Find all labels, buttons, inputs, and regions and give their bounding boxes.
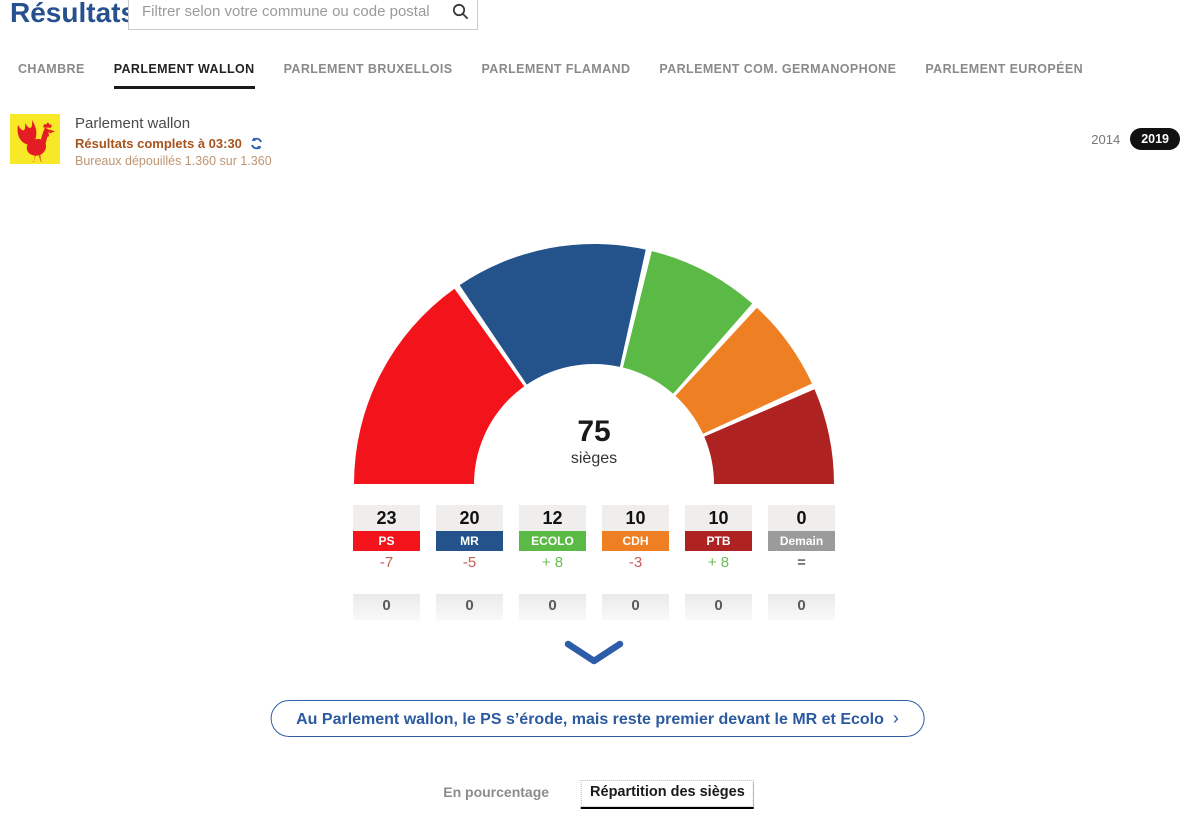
party-label: MR	[436, 531, 503, 551]
page-title: Résultats	[10, 0, 137, 28]
year-2019-button[interactable]: 2019	[1130, 128, 1180, 150]
tab-parlement-bruxellois[interactable]: PARLEMENT BRUXELLOIS	[283, 62, 453, 76]
party-card-ptb[interactable]: 10 PTB + 8	[685, 505, 752, 571]
party-seats: 0	[768, 505, 835, 531]
seats-donut-chart: 75 sièges	[353, 243, 835, 485]
party-card-ps[interactable]: 23 PS -7	[353, 505, 420, 571]
tab-en-pourcentage[interactable]: En pourcentage	[443, 784, 550, 800]
tab-repartition-des-sieges[interactable]: Répartition des sièges	[581, 780, 754, 807]
party-delta: -5	[462, 554, 477, 571]
tab-parlement-flamand[interactable]: PARLEMENT FLAMAND	[481, 62, 631, 76]
results-status: Résultats complets à 03:30	[75, 136, 272, 151]
seats-donut-svg	[354, 243, 834, 484]
secondary-seat-cell: 0	[436, 594, 503, 620]
tab-parlement-wallon[interactable]: PARLEMENT WALLON	[113, 62, 255, 89]
donut-segment-mr[interactable]	[459, 243, 646, 385]
refresh-icon[interactable]	[250, 137, 263, 150]
party-card-demain[interactable]: 0 Demain =	[768, 505, 835, 571]
party-seats: 12	[519, 505, 586, 531]
walloon-rooster-logo	[10, 114, 60, 164]
party-seats: 23	[353, 505, 420, 531]
donut-segment-cdh[interactable]	[675, 307, 812, 434]
region-name: Parlement wallon	[75, 115, 191, 132]
search-input[interactable]	[129, 3, 443, 20]
headline-text: Au Parlement wallon, le PS s’érode, mais…	[296, 711, 884, 728]
party-label: PTB	[685, 531, 752, 551]
donut-segment-ptb[interactable]	[704, 389, 834, 484]
view-tabs: En pourcentage Répartition des sièges	[441, 780, 754, 807]
party-delta: =	[797, 554, 806, 571]
party-cards: 23 PS -7 20 MR -5 12 ECOLO + 8 10 CDH -3 10 PTB + 8 0 De…	[353, 505, 835, 571]
party-delta: -3	[628, 554, 643, 571]
secondary-seat-cell: 0	[768, 594, 835, 620]
total-seats: 75	[577, 415, 611, 448]
secondary-seat-cell: 0	[353, 594, 420, 620]
secondary-seat-cell: 0	[685, 594, 752, 620]
secondary-seat-cell: 0	[519, 594, 586, 620]
donut-segment-ps[interactable]	[354, 288, 525, 484]
party-delta: + 8	[707, 554, 730, 571]
year-2014-button[interactable]: 2014	[1091, 131, 1121, 147]
party-label: Demain	[768, 531, 835, 551]
region-header: Parlement wallon Résultats complets à 03…	[75, 115, 272, 168]
party-seats: 10	[685, 505, 752, 531]
party-card-cdh[interactable]: 10 CDH -3	[602, 505, 669, 571]
party-seats: 20	[436, 505, 503, 531]
party-label: PS	[353, 531, 420, 551]
party-card-mr[interactable]: 20 MR -5	[436, 505, 503, 571]
expand-chevron-icon[interactable]	[563, 639, 625, 667]
secondary-seat-cell: 0	[602, 594, 669, 620]
party-delta: -7	[379, 554, 394, 571]
party-label: ECOLO	[519, 531, 586, 551]
tab-parlement-europ-en[interactable]: PARLEMENT EUROPÉEN	[925, 62, 1084, 76]
party-seats: 10	[602, 505, 669, 531]
chart-center-label: 75 sièges	[353, 415, 835, 468]
party-delta: + 8	[541, 554, 564, 571]
headline-chevron-icon: ›	[892, 708, 899, 728]
tab-parlement-com-germanophone[interactable]: PARLEMENT COM. GERMANOPHONE	[659, 62, 897, 76]
headline-link[interactable]: Au Parlement wallon, le PS s’érode, mais…	[270, 700, 925, 737]
tab-chambre[interactable]: CHAMBRE	[18, 62, 85, 76]
party-label: CDH	[602, 531, 669, 551]
donut-segment-ecolo[interactable]	[622, 251, 753, 394]
year-switcher: 2014 2019	[1091, 128, 1180, 150]
commune-search[interactable]	[128, 0, 478, 30]
party-card-ecolo[interactable]: 12 ECOLO + 8	[519, 505, 586, 571]
status-text: Résultats complets à 03:30	[75, 136, 242, 151]
seats-unit: sièges	[570, 450, 618, 467]
search-icon[interactable]	[443, 3, 477, 20]
bureaux-count: Bureaux dépouillés 1.360 sur 1.360	[75, 154, 272, 168]
parliament-tabs: CHAMBRE PARLEMENT WALLON PARLEMENT BRUXELL…	[18, 62, 1083, 89]
